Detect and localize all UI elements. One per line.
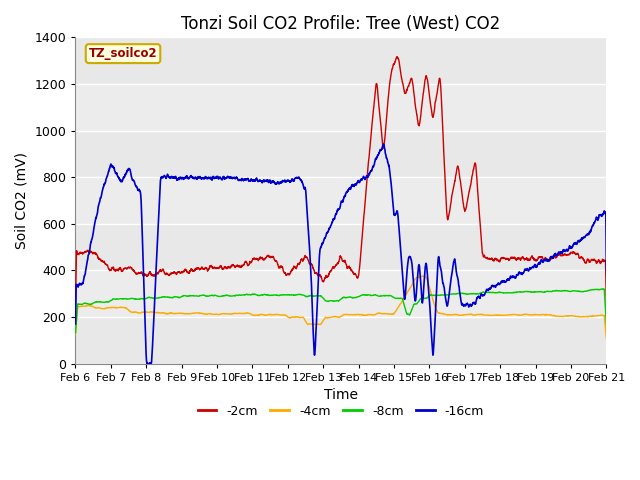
Legend: -2cm, -4cm, -8cm, -16cm: -2cm, -4cm, -8cm, -16cm bbox=[193, 400, 489, 423]
Bar bbox=[76, 270, 606, 317]
Title: Tonzi Soil CO2 Profile: Tree (West) CO2: Tonzi Soil CO2 Profile: Tree (West) CO2 bbox=[181, 15, 500, 33]
Bar bbox=[76, 84, 606, 131]
Y-axis label: Soil CO2 (mV): Soil CO2 (mV) bbox=[15, 152, 29, 249]
Bar bbox=[76, 177, 606, 224]
X-axis label: Time: Time bbox=[324, 388, 358, 402]
Text: TZ_soilco2: TZ_soilco2 bbox=[89, 47, 157, 60]
